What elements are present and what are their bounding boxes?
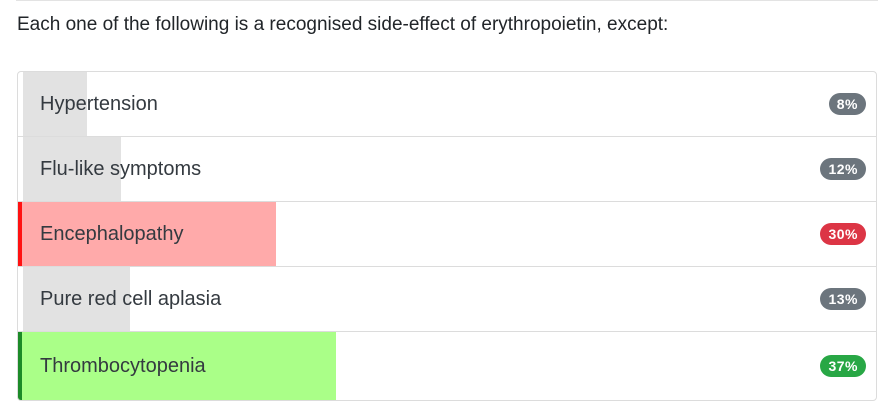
percent-bar <box>23 267 130 331</box>
percent-badge: 13% <box>820 288 866 310</box>
answer-label: Encephalopathy <box>40 222 184 245</box>
top-divider <box>16 0 878 1</box>
answer-option[interactable]: Encephalopathy 30% <box>18 202 876 267</box>
percent-bar <box>18 332 337 400</box>
percent-badge: 8% <box>828 93 866 115</box>
answer-label: Thrombocytopenia <box>40 354 206 377</box>
answer-option[interactable]: Flu-like symptoms 12% <box>18 137 876 202</box>
answer-options-list: Hypertension 8% Flu-like symptoms 12% En… <box>17 71 877 401</box>
percent-badge: 37% <box>820 355 866 377</box>
percent-badge: 30% <box>820 223 866 245</box>
answer-option[interactable]: Thrombocytopenia 37% <box>18 332 876 400</box>
percent-bar <box>23 137 122 201</box>
percent-bar <box>18 202 276 266</box>
answer-label: Pure red cell aplasia <box>40 287 222 310</box>
status-accent <box>18 202 22 266</box>
answer-option[interactable]: Hypertension 8% <box>18 72 876 137</box>
answer-option[interactable]: Pure red cell aplasia 13% <box>18 267 876 332</box>
percent-bar <box>23 72 87 136</box>
question-text: Each one of the following is a recognise… <box>17 14 669 35</box>
answer-label: Flu-like symptoms <box>40 157 202 180</box>
percent-badge: 12% <box>820 158 866 180</box>
answer-label: Hypertension <box>40 92 158 115</box>
status-accent <box>18 332 22 400</box>
